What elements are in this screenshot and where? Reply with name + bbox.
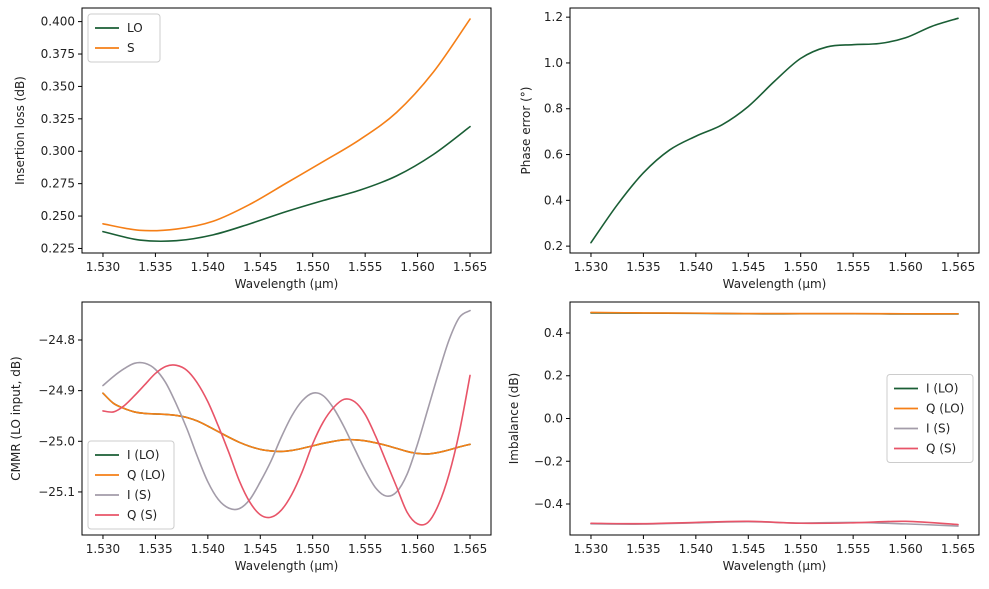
x-tick-label: 1.555 xyxy=(836,260,870,274)
y-tick-label: 0.225 xyxy=(41,241,75,255)
x-tick-label: 1.535 xyxy=(138,260,172,274)
x-tick-label: 1.540 xyxy=(191,260,225,274)
y-tick-label: 0.0 xyxy=(544,412,563,426)
y-tick-label: −0.2 xyxy=(534,454,563,468)
y-tick-label: 0.8 xyxy=(544,102,563,116)
series-line-main xyxy=(590,17,959,244)
y-tick-label: 0.250 xyxy=(41,209,75,223)
x-tick-label: 1.565 xyxy=(453,542,487,556)
legend: I (LO) Q (LO) I (S) Q (S) xyxy=(886,374,974,463)
y-tick-label: 0.4 xyxy=(544,326,563,340)
legend-label: I (LO) xyxy=(127,448,159,462)
x-tick-label: 1.560 xyxy=(888,260,922,274)
y-axis-label: CMMR (LO input, dB) xyxy=(9,356,23,480)
x-tick-label: 1.535 xyxy=(626,542,660,556)
x-tick-label: 1.540 xyxy=(679,260,713,274)
legend-label: I (S) xyxy=(127,488,151,502)
y-tick-label: −25.0 xyxy=(38,434,75,448)
legend: LO S xyxy=(87,13,161,63)
series-line-q-lo xyxy=(590,311,959,315)
y-tick-label: 0.275 xyxy=(41,177,75,191)
x-axis-label: Wavelength (µm) xyxy=(723,559,827,573)
series-group xyxy=(590,17,959,244)
x-tick-label: 1.560 xyxy=(400,260,434,274)
x-tick-label: 1.545 xyxy=(731,542,765,556)
legend-box xyxy=(87,13,161,63)
x-tick-label: 1.560 xyxy=(400,542,434,556)
series-line-q-s xyxy=(590,520,959,526)
x-axis-label: Wavelength (µm) xyxy=(235,559,339,573)
x-tick-label: 1.565 xyxy=(453,260,487,274)
x-tick-label: 1.550 xyxy=(784,542,818,556)
series-group xyxy=(590,311,959,527)
series-group xyxy=(102,18,471,243)
x-tick-label: 1.540 xyxy=(679,542,713,556)
x-tick-label: 1.555 xyxy=(348,260,382,274)
series-group xyxy=(102,309,471,526)
y-tick-label: 0.325 xyxy=(41,112,75,126)
x-tick-label: 1.565 xyxy=(941,260,975,274)
legend-label: Q (LO) xyxy=(127,468,165,482)
legend-label: Q (S) xyxy=(926,442,956,456)
y-axis-label: Phase error (°) xyxy=(519,87,533,175)
x-tick-label: 1.550 xyxy=(784,260,818,274)
x-axis-label: Wavelength (µm) xyxy=(723,277,827,291)
legend-label: Q (LO) xyxy=(926,402,964,416)
x-tick-label: 1.550 xyxy=(296,542,330,556)
y-tick-label: −0.4 xyxy=(534,497,563,511)
plot-frame xyxy=(81,7,492,254)
legend-label: LO xyxy=(127,21,143,35)
legend-box xyxy=(87,440,175,530)
series-line-q-s xyxy=(102,364,471,526)
x-tick-label: 1.560 xyxy=(888,542,922,556)
x-tick-label: 1.530 xyxy=(574,542,608,556)
x-tick-label: 1.555 xyxy=(836,542,870,556)
plot-frame xyxy=(569,7,980,254)
chart-insertion-loss: 1.530 1.535 1.540 1.545 1.550 1.555 1.560 1.565… xyxy=(13,7,492,291)
y-tick-label: 0.350 xyxy=(41,79,75,93)
legend-label: S xyxy=(127,41,135,55)
y-tick-label: −25.1 xyxy=(38,485,75,499)
series-line-lo xyxy=(102,125,471,243)
series-line-i-s xyxy=(102,309,471,511)
y-tick-label: −24.9 xyxy=(38,384,75,398)
y-tick-label: 1.0 xyxy=(544,56,563,70)
y-tick-label: 0.400 xyxy=(41,15,75,29)
x-tick-label: 1.555 xyxy=(348,542,382,556)
x-tick-label: 1.545 xyxy=(243,542,277,556)
legend: I (LO) Q (LO) I (S) Q (S) xyxy=(87,440,175,530)
y-tick-label: 0.300 xyxy=(41,144,75,158)
x-axis-label: Wavelength (µm) xyxy=(235,277,339,291)
x-tick-label: 1.535 xyxy=(626,260,660,274)
x-tick-label: 1.530 xyxy=(574,260,608,274)
series-line-s xyxy=(102,18,471,232)
y-axis-label: Insertion loss (dB) xyxy=(13,76,27,185)
legend-label: Q (S) xyxy=(127,508,157,522)
x-tick-label: 1.545 xyxy=(243,260,277,274)
x-tick-label: 1.530 xyxy=(86,260,120,274)
chart-phase-error: 1.530 1.535 1.540 1.545 1.550 1.555 1.560 1.565… xyxy=(519,7,980,291)
x-tick-label: 1.535 xyxy=(138,542,172,556)
x-tick-label: 1.545 xyxy=(731,260,765,274)
legend-box xyxy=(886,374,974,463)
chart-imbalance: 1.530 1.535 1.540 1.545 1.550 1.555 1.560 1.565… xyxy=(507,301,980,573)
series-line-q-lo xyxy=(102,392,471,455)
x-tick-label: 1.530 xyxy=(86,542,120,556)
y-tick-label: 0.2 xyxy=(544,369,563,383)
y-tick-label: 0.6 xyxy=(544,148,563,162)
legend-label: I (S) xyxy=(926,422,950,436)
y-tick-label: 0.4 xyxy=(544,193,563,207)
y-tick-label: 0.375 xyxy=(41,47,75,61)
chart-cmmr: 1.530 1.535 1.540 1.545 1.550 1.555 1.560 1.565… xyxy=(9,301,492,573)
x-tick-label: 1.550 xyxy=(296,260,330,274)
x-tick-label: 1.540 xyxy=(191,542,225,556)
y-tick-label: −24.8 xyxy=(38,333,75,347)
x-tick-label: 1.565 xyxy=(941,542,975,556)
y-tick-label: 0.2 xyxy=(544,239,563,253)
plot-frame xyxy=(81,301,492,536)
legend-label: I (LO) xyxy=(926,382,958,396)
y-axis-label: Imbalance (dB) xyxy=(507,373,521,465)
y-tick-label: 1.2 xyxy=(544,10,563,24)
